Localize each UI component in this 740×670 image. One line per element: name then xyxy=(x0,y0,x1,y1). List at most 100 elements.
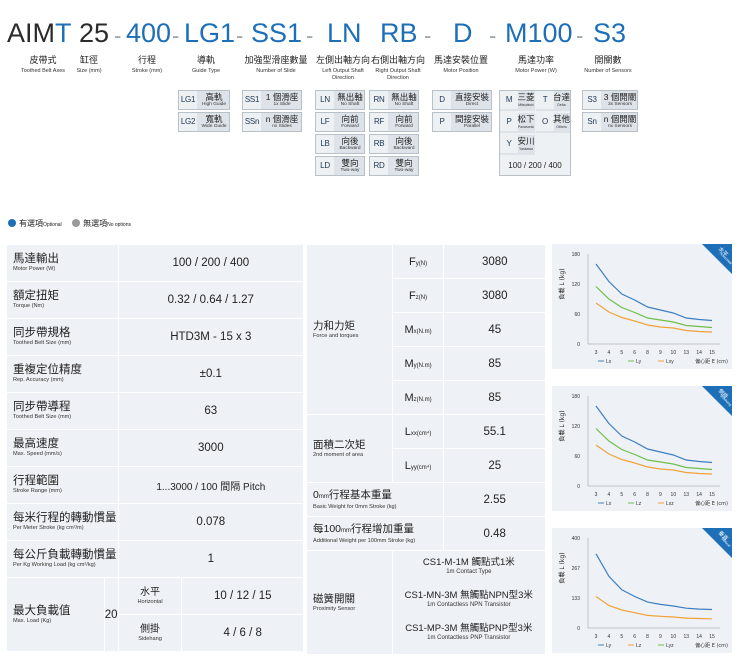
force-fy-value: 3080 xyxy=(443,244,546,279)
optional-dot-icon xyxy=(8,219,16,227)
option-left-lb: LB 向後 Backward xyxy=(315,134,365,154)
chart-vertical: 垂直 Vertical 負載 L (kg) 0 133 267 400 3 4 5 6 8 9 10 13 1… xyxy=(552,528,732,653)
option-right-rd: RD 雙向 Two-way xyxy=(369,156,419,176)
table-row: 行程範圍 Stroke Range (mm) 1...3000 / 100 間隔 P… xyxy=(6,466,305,504)
sensor-option-3: CS1-MP-3M 無觸點PNP型3米 1m Contactless PNP Tr… xyxy=(405,623,533,641)
label-sensors: 開關數 Number of Sensors xyxy=(584,55,632,74)
table-row: Lyy(cm⁴) 25 xyxy=(307,448,546,483)
y-tick-label: 133 xyxy=(572,596,581,602)
x-tick-label: 10 xyxy=(671,350,677,356)
option-motor-direct: D 直接安裝 Direct xyxy=(432,90,492,110)
code-motor-power: M100 xyxy=(505,18,573,48)
y-tick-label: 0 xyxy=(577,626,580,632)
legend-label: Lz xyxy=(636,643,642,649)
option-brand-delta: T 台達 Delta xyxy=(536,91,570,111)
x-tick-label: 13 xyxy=(683,492,689,498)
option-brand-others: O 其他 Others xyxy=(536,113,570,133)
option-left-ln: LN 無出軸 No Shaft xyxy=(315,90,365,110)
x-tick-label: 9 xyxy=(659,634,662,640)
option-right-rf: RF 向前 Forward xyxy=(369,112,419,132)
spec-value: 0.078 xyxy=(117,503,305,541)
option-left-lf: LF 向前 Forward xyxy=(315,112,365,132)
code-dash: - xyxy=(576,23,584,48)
table-row: 磁簧開關 Proximity Sensor CS1-M-1M 觸點式1米 1m Co… xyxy=(306,550,547,655)
y-axis-label: 負載 L (kg) xyxy=(558,552,566,583)
x-tick-label: 13 xyxy=(683,634,689,640)
legend-none: 無選項 xyxy=(83,219,108,228)
series-line-lz xyxy=(595,596,713,620)
table-row: 額定扭矩 Torque (Nm) 0.32 / 0.64 / 1.27 xyxy=(6,281,305,319)
torque-mx-value: 45 xyxy=(443,312,546,347)
legend-label: Lyz xyxy=(666,643,674,649)
horizontal-load-value: 10 / 12 / 15 xyxy=(181,577,304,615)
table-row: 同步帶規格 Toothed Belt Size (mm) HTD3M - 15 x … xyxy=(6,318,305,356)
code-motor-pos: D xyxy=(453,18,473,48)
option-right-rb: RB 向後 Backward xyxy=(369,134,419,154)
x-tick-label: 6 xyxy=(633,350,636,356)
series-line-lx xyxy=(595,405,713,464)
spec-value: ±0.1 xyxy=(117,355,305,393)
code-aim: AIMT xyxy=(7,18,72,48)
table-row: 最高速度 Max. Speed (mm/s) 3000 xyxy=(6,429,305,467)
model-code-header: AIMT 25 - 400 - LG1 - SS1 - LN RB - D - … xyxy=(0,0,740,200)
x-tick-label: 14 xyxy=(696,350,702,356)
legend-optional-en: Optional xyxy=(43,222,62,228)
y-axis-label: 負載 L (kg) xyxy=(558,410,566,441)
y-axis-label: 負載 L (kg) xyxy=(558,268,566,299)
legend-label: Ly xyxy=(606,643,612,649)
table-row: My(N.m) 85 xyxy=(307,346,546,381)
table-row: 最大負載值 Max. Load (Kg) 20 水平 Horizontal 10 /… xyxy=(6,577,304,652)
option-sensor-sn: Sn n 個開關 nx Sensors xyxy=(582,112,638,132)
code-dash: - xyxy=(424,23,432,48)
table-row: Mx(N.m) 45 xyxy=(307,312,546,347)
option-brand-panasonic: P 松下 Panasonic xyxy=(500,113,535,133)
x-axis-label: 偏心距 E (cm) xyxy=(695,358,728,365)
code-dash: - xyxy=(236,23,244,48)
table-row: 每米行程的轉動慣量 Per Meter Stroke (kg cm²/m) 0.07… xyxy=(6,503,305,541)
torque-mz-value: 85 xyxy=(443,380,546,415)
option-slide-ssn: SSn n 個滑座 nx Slides xyxy=(242,112,302,132)
basic-weight-value: 2.55 xyxy=(443,482,546,517)
corner-badge xyxy=(702,244,732,274)
legend-label: Lz xyxy=(636,501,642,507)
x-axis-label: 偏心距 E (cm) xyxy=(695,500,728,507)
y-tick-label: 0 xyxy=(577,484,580,490)
legend: 有選項Optional 無選項No options xyxy=(8,218,131,229)
spec-value: HTD3M - 15 x 3 xyxy=(117,318,305,356)
x-tick-label: 4 xyxy=(607,634,610,640)
x-tick-label: 13 xyxy=(683,350,689,356)
label-motor-pos: 馬達安裝位置 Motor Position xyxy=(433,55,488,74)
no-option-dot-icon xyxy=(72,219,81,227)
x-tick-label: 5 xyxy=(620,492,623,498)
option-motor-parallel: P 間接安裝 Parallel xyxy=(432,112,492,132)
y-tick-label: 180 xyxy=(572,394,581,400)
x-tick-label: 14 xyxy=(696,492,702,498)
label-guide: 導軌 Guide Type xyxy=(191,55,221,74)
code-sensors: S3 xyxy=(593,18,627,48)
x-tick-label: 15 xyxy=(709,350,715,356)
label-size: 缸徑 Size (mm) xyxy=(76,55,102,74)
motor-brand-group: M 三菱 Mitsubishi T 台達 Delta P 松下 Panasonic O 其他 O… xyxy=(499,90,571,176)
table-row: 同步帶導程 Toothed Belt Size (mm) 63 xyxy=(6,392,305,430)
option-brand-mitsubishi: M 三菱 Mitsubishi xyxy=(500,91,535,111)
x-tick-label: 9 xyxy=(659,492,662,498)
force-fz-value: 3080 xyxy=(443,278,546,313)
table-row: Fz(N) 3080 xyxy=(307,278,546,313)
legend-label: Lxy xyxy=(666,359,674,365)
x-tick-label: 6 xyxy=(633,492,636,498)
max-load-value: 20 xyxy=(103,577,119,652)
code-dash: - xyxy=(489,23,497,48)
chart-horizontal: 水平 Horizontal 負載 L (kg) 0 60 120 180 3 4 5 6 8 9 10 13… xyxy=(552,244,732,369)
y-tick-label: 60 xyxy=(574,312,580,318)
label-right-shaft: 右側出軸方向 Right Output Shaft Direction xyxy=(370,55,425,81)
series-line-lz xyxy=(595,428,713,471)
option-brand-yaskawa: Y 安川 Yaskawa xyxy=(500,135,535,155)
x-tick-label: 6 xyxy=(633,634,636,640)
spec-value: 1...3000 / 100 間隔 Pitch xyxy=(117,466,305,504)
code-size: 25 xyxy=(79,18,110,48)
table-row: 面積二次矩 2nd moment of area Lxx(cm⁴) 55.1 xyxy=(306,414,546,483)
legend-label: Lx xyxy=(606,359,612,365)
x-tick-label: 5 xyxy=(620,634,623,640)
